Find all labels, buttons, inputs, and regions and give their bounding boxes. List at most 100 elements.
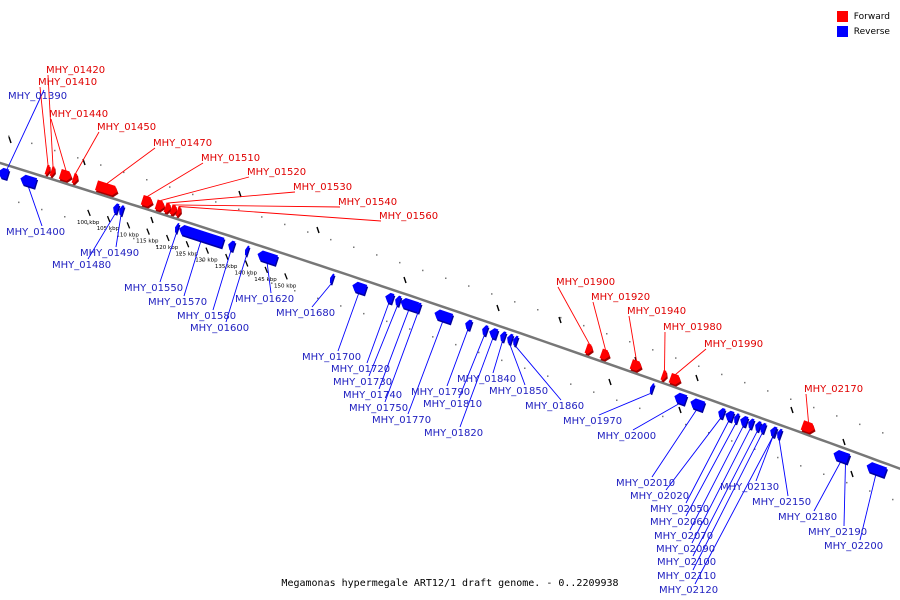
gene-label[interactable]: MHY_02180 xyxy=(778,512,837,523)
gene-label[interactable]: MHY_01510 xyxy=(201,153,260,164)
gene-arrow-mhy-01510[interactable] xyxy=(140,194,155,210)
gene-label[interactable]: MHY_02000 xyxy=(597,431,656,442)
gene-arrow-mhy-01980[interactable] xyxy=(660,370,670,383)
gene-arrow-mhy-01540[interactable] xyxy=(169,204,180,217)
gene-label[interactable]: MHY_02020 xyxy=(630,491,689,502)
gene-label[interactable]: MHY_01410 xyxy=(38,77,97,88)
gene-label[interactable]: MHY_01550 xyxy=(124,283,183,294)
gene-arrow-mhy-02130[interactable] xyxy=(769,426,778,439)
gene-label[interactable]: MHY_01840 xyxy=(457,374,516,385)
gene-label[interactable]: MHY_02100 xyxy=(657,557,716,568)
gene-label[interactable]: MHY_02010 xyxy=(616,478,675,489)
gene-label[interactable]: MHY_01530 xyxy=(293,182,352,193)
gene-label[interactable]: MHY_02070 xyxy=(654,531,713,542)
gene-arrow-mhy-01470[interactable] xyxy=(95,180,121,198)
gene-arrow-mhy-01970[interactable] xyxy=(648,383,656,396)
gene-label[interactable]: MHY_01400 xyxy=(6,227,65,238)
gene-label[interactable]: MHY_01850 xyxy=(489,386,548,397)
gene-arrow-mhy-01740[interactable] xyxy=(398,297,421,314)
gene-arrow-mhy-02010[interactable] xyxy=(688,397,707,414)
gene-arrow-mhy-02100[interactable] xyxy=(753,420,763,434)
gene-label[interactable]: MHY_02150 xyxy=(752,497,811,508)
gene-arrow-mhy-01490[interactable] xyxy=(117,205,126,218)
gene-arrow-mhy-01410[interactable] xyxy=(44,164,53,178)
gene-label[interactable]: MHY_01750 xyxy=(349,403,408,414)
gene-arrow-mhy-02170[interactable] xyxy=(800,420,818,436)
gene-arrow-mhy-02190[interactable] xyxy=(841,452,851,466)
gene-label[interactable]: MHY_01820 xyxy=(424,428,483,439)
gene-label[interactable]: MHY_01570 xyxy=(148,297,207,308)
gene-arrow-mhy-01390[interactable] xyxy=(0,167,11,182)
gene-arrow-mhy-01750[interactable] xyxy=(414,302,423,315)
gene-label[interactable]: MHY_01680 xyxy=(276,308,335,319)
gene-arrow-mhy-01600[interactable] xyxy=(243,245,251,258)
gene-arrow-mhy-01730[interactable] xyxy=(393,295,403,308)
gene-arrow-mhy-01900[interactable] xyxy=(584,343,596,357)
gene-label[interactable]: MHY_01900 xyxy=(556,277,615,288)
gene-arrow-mhy-01400[interactable] xyxy=(18,174,39,190)
gene-arrow-mhy-01720[interactable] xyxy=(383,292,396,306)
gene-arrow-mhy-01560[interactable] xyxy=(175,206,184,219)
gene-label[interactable]: MHY_02060 xyxy=(650,517,709,528)
gene-arrow-mhy-02200[interactable] xyxy=(864,461,889,479)
gene-arrow-mhy-02090[interactable] xyxy=(746,418,756,431)
gene-label[interactable]: MHY_01520 xyxy=(247,167,306,178)
gene-arrow-mhy-02110[interactable] xyxy=(758,422,768,436)
gene-label[interactable]: MHY_01480 xyxy=(52,260,111,271)
gene-label[interactable]: MHY_01970 xyxy=(563,416,622,427)
gene-label[interactable]: MHY_02190 xyxy=(808,527,867,538)
gene-arrow-mhy-01520[interactable] xyxy=(154,199,168,213)
gene-arrow-mhy-01700[interactable] xyxy=(350,281,369,297)
gene-label[interactable]: MHY_01600 xyxy=(190,323,249,334)
gene-label[interactable]: MHY_01940 xyxy=(627,306,686,317)
gene-label[interactable]: MHY_01580 xyxy=(177,311,236,322)
gene-arrow-mhy-01860[interactable] xyxy=(511,335,520,348)
gene-label[interactable]: MHY_01860 xyxy=(525,401,584,412)
gene-arrow-mhy-01440[interactable] xyxy=(58,169,74,184)
gene-label[interactable]: MHY_01540 xyxy=(338,197,397,208)
gene-label[interactable]: MHY_02110 xyxy=(657,571,716,582)
gene-label[interactable]: MHY_01450 xyxy=(97,122,156,133)
gene-label[interactable]: MHY_02130 xyxy=(720,482,779,493)
gene-arrow-mhy-01790[interactable] xyxy=(463,319,474,332)
gene-arrow-mhy-02060[interactable] xyxy=(732,413,741,426)
gene-arrow-mhy-02070[interactable] xyxy=(738,415,750,429)
gene-label[interactable]: MHY_01720 xyxy=(331,364,390,375)
gene-label[interactable]: MHY_01420 xyxy=(46,65,105,76)
gene-arrow-mhy-01820[interactable] xyxy=(487,327,500,341)
gene-arrow-mhy-01770[interactable] xyxy=(432,308,455,326)
gene-arrow-mhy-01580[interactable] xyxy=(226,240,237,253)
gene-arrow-mhy-02020[interactable] xyxy=(716,407,727,421)
gene-arrow-mhy-01550[interactable] xyxy=(173,222,181,235)
gene-arrow-mhy-01920[interactable] xyxy=(599,348,613,363)
gene-arrow-mhy-02050[interactable] xyxy=(723,409,736,424)
gene-arrow-mhy-02150[interactable] xyxy=(775,428,784,441)
gene-label[interactable]: MHY_01730 xyxy=(333,377,392,388)
gene-label[interactable]: MHY_01810 xyxy=(423,399,482,410)
gene-arrow-mhy-01680[interactable] xyxy=(328,273,336,286)
gene-arrow-mhy-01570[interactable] xyxy=(177,224,226,250)
gene-label[interactable]: MHY_01390 xyxy=(8,91,67,102)
gene-label[interactable]: MHY_01990 xyxy=(704,339,763,350)
gene-label[interactable]: MHY_01790 xyxy=(411,387,470,398)
gene-arrow-mhy-01620[interactable] xyxy=(255,249,280,267)
gene-label[interactable]: MHY_01490 xyxy=(80,248,139,259)
gene-label[interactable]: MHY_02170 xyxy=(804,384,863,395)
gene-label[interactable]: MHY_02090 xyxy=(656,544,715,555)
gene-label[interactable]: MHY_02200 xyxy=(824,541,883,552)
gene-arrow-mhy-01420[interactable] xyxy=(49,166,58,179)
gene-label[interactable]: MHY_01980 xyxy=(663,322,722,333)
gene-label[interactable]: MHY_02120 xyxy=(659,585,718,596)
gene-arrow-mhy-01940[interactable] xyxy=(629,359,645,374)
gene-label[interactable]: MHY_02050 xyxy=(650,504,709,515)
gene-arrow-mhy-01450[interactable] xyxy=(71,173,81,186)
gene-label[interactable]: MHY_01920 xyxy=(591,292,650,303)
gene-label[interactable]: MHY_01700 xyxy=(302,352,361,363)
gene-arrow-mhy-01480[interactable] xyxy=(111,203,121,216)
gene-arrow-mhy-01840[interactable] xyxy=(498,331,508,344)
gene-label[interactable]: MHY_01440 xyxy=(49,109,108,120)
gene-arrow-mhy-01530[interactable] xyxy=(163,202,174,215)
gene-arrow-mhy-01850[interactable] xyxy=(505,333,515,346)
gene-arrow-mhy-01990[interactable] xyxy=(668,372,684,388)
gene-label[interactable]: MHY_01740 xyxy=(343,390,402,401)
